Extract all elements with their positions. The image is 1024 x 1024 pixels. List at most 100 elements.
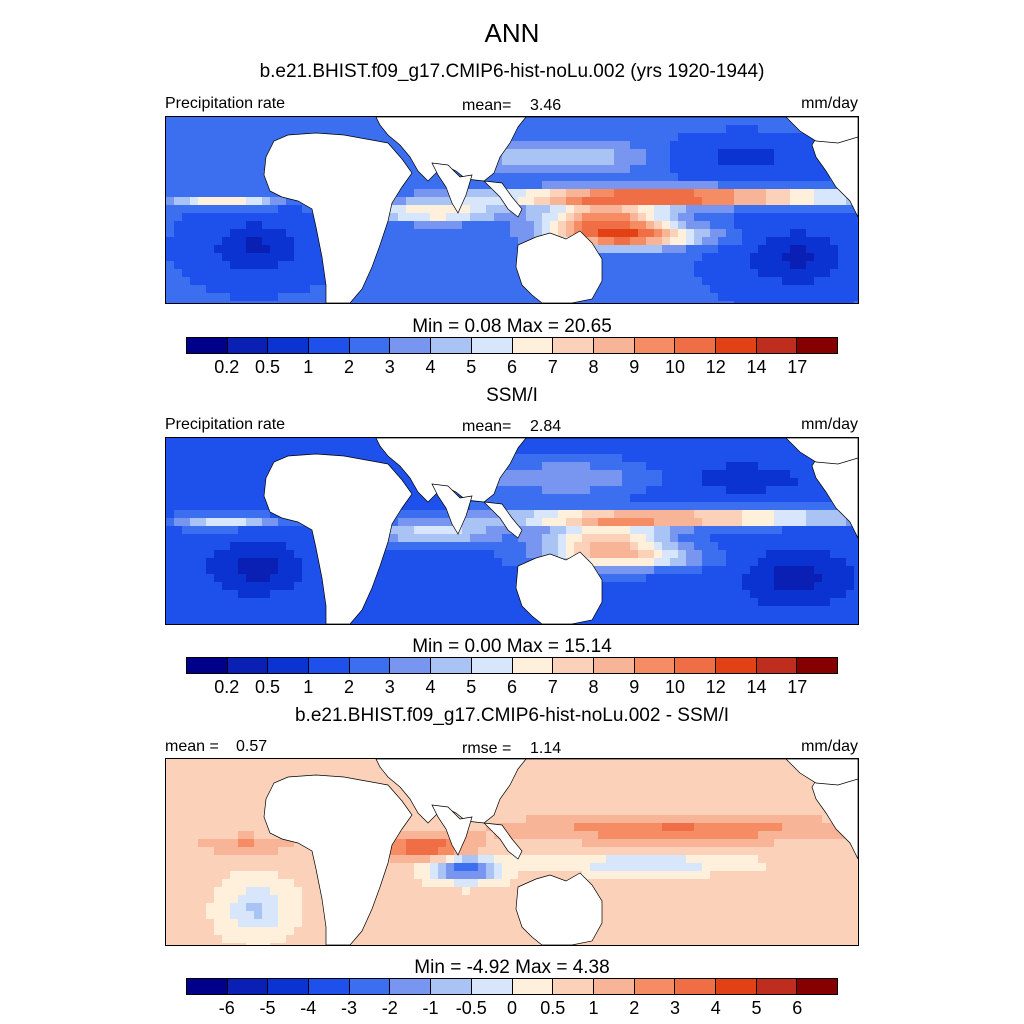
field-cell (758, 486, 767, 495)
field-cell (486, 550, 495, 559)
field-cell (606, 237, 615, 246)
field-cell (646, 807, 655, 816)
field-cell (614, 141, 623, 150)
field-cell (702, 181, 711, 190)
field-cell (782, 269, 791, 278)
field-cell (526, 510, 535, 519)
field-cell (454, 237, 463, 246)
field-cell (166, 518, 175, 527)
field-cell (654, 173, 663, 182)
field-cell (310, 590, 319, 599)
field-cell (766, 478, 775, 487)
field-cell (566, 141, 575, 150)
field-cell (814, 269, 823, 278)
field-cell (326, 438, 335, 447)
field-cell (246, 462, 255, 471)
field-cell (518, 622, 527, 624)
colorbar-swatch (187, 338, 228, 353)
field-cell (414, 582, 423, 591)
field-cell (246, 470, 255, 479)
field-cell (750, 518, 759, 527)
field-cell (678, 614, 687, 623)
field-cell (742, 550, 751, 559)
field-cell (670, 526, 679, 535)
field-cell (550, 454, 559, 463)
field-cell (758, 261, 767, 270)
field-cell (222, 157, 231, 166)
field-cell (582, 133, 591, 142)
field-cell (278, 534, 287, 543)
field-cell (262, 253, 271, 262)
field-cell (542, 205, 551, 214)
field-cell (422, 622, 431, 624)
field-cell (558, 141, 567, 150)
field-cell (542, 446, 551, 455)
field-cell (822, 293, 831, 302)
field-cell (174, 149, 183, 158)
field-cell (606, 518, 615, 527)
field-cell (486, 598, 495, 607)
field-cell (286, 277, 295, 286)
field-cell (806, 566, 815, 575)
field-cell (750, 245, 759, 254)
field-cell (758, 253, 767, 262)
field-cell (566, 767, 575, 776)
field-cell (622, 807, 631, 816)
field-cell (774, 518, 783, 527)
field-cell (566, 181, 575, 190)
field-cell (822, 558, 831, 567)
field-cell (798, 261, 807, 270)
field-cell (542, 494, 551, 503)
field-cell (718, 783, 727, 792)
field-cell (686, 301, 695, 303)
field-cell (678, 221, 687, 230)
field-cell (286, 606, 295, 615)
field-cell (630, 598, 639, 607)
field-cell (518, 799, 527, 808)
field-cell (782, 775, 791, 784)
field-cell (534, 502, 543, 511)
field-cell (510, 614, 519, 623)
field-cell (246, 293, 255, 302)
field-cell (726, 622, 735, 624)
field-cell (782, 229, 791, 238)
field-cell (182, 582, 191, 591)
field-cell (654, 462, 663, 471)
field-cell (686, 614, 695, 623)
field-cell (582, 189, 591, 198)
field-cell (262, 205, 271, 214)
field-cell (198, 606, 207, 615)
field-cell (646, 229, 655, 238)
field-cell (814, 205, 823, 214)
field-cell (638, 534, 647, 543)
field-cell (782, 173, 791, 182)
field-cell (254, 518, 263, 527)
field-cell (606, 494, 615, 503)
field-cell (206, 117, 215, 126)
field-cell (566, 550, 575, 559)
field-cell (350, 759, 359, 768)
field-cell (758, 759, 767, 768)
field-cell (574, 197, 583, 206)
field-cell (686, 285, 695, 294)
field-cell (526, 526, 535, 535)
field-cell (494, 590, 503, 599)
field-cell (198, 799, 207, 808)
field-cell (566, 165, 575, 174)
field-cell (838, 590, 847, 599)
field-cell (702, 534, 711, 543)
field-cell (470, 614, 479, 623)
field-cell (614, 173, 623, 182)
field-cell (678, 165, 687, 174)
field-cell (798, 189, 807, 198)
field-cell (782, 502, 791, 511)
field-cell (646, 438, 655, 447)
field-cell (302, 285, 311, 294)
field-cell (790, 815, 799, 824)
field-cell (470, 301, 479, 303)
field-cell (630, 253, 639, 262)
field-cell (678, 582, 687, 591)
field-cell (838, 534, 847, 543)
colorbar-tick-label: 0.5 (254, 677, 281, 697)
field-cell (422, 253, 431, 262)
